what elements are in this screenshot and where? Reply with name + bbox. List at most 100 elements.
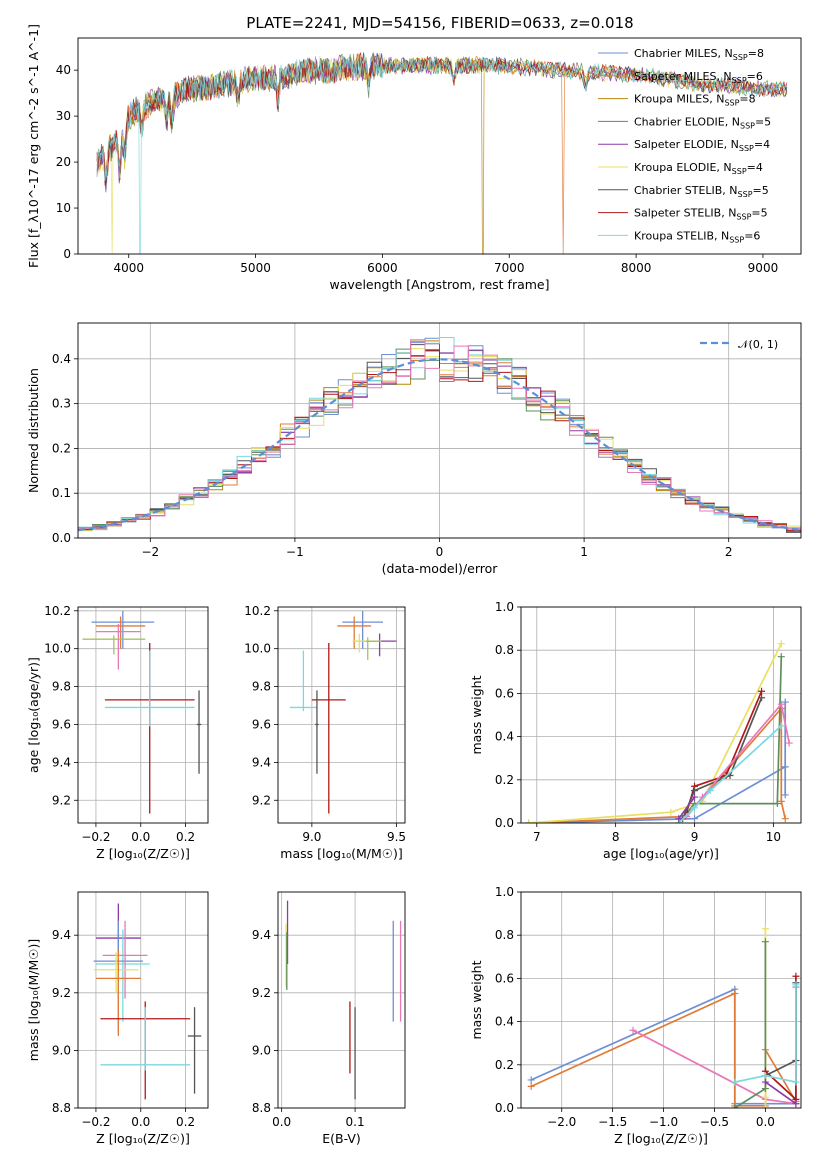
y-tick-label: 0.4 <box>495 730 514 744</box>
y-tick-label: 0.8 <box>495 643 514 657</box>
weight-marker <box>761 1093 769 1101</box>
y-tick-label: 0.2 <box>495 1058 514 1072</box>
y-tick-label: 0 <box>63 247 71 261</box>
x-tick-label: −1.0 <box>649 1115 678 1129</box>
legend-entry: Chabrier MILES, NSSP=8 <box>634 47 764 62</box>
x-tick-label: 0.0 <box>131 830 150 844</box>
weight-marker <box>706 787 714 795</box>
residual-histogram-panel: −2 −1 0 1 2 0.0 0.1 0.2 0.3 0.4 (data-model)/error… <box>26 322 802 576</box>
mass-weight-vs-age-panel: 7 8 9 10 0.0 0.2 0.4 0.6 0.8 1.0 age [log₁₀(age/yr… <box>469 600 802 861</box>
legend-entry: Kroupa ELODIE, NSSP=4 <box>634 161 763 176</box>
age-vs-mass-panel: 9.0 9.5 9.2 9.4 9.6 9.8 10.0 10.2 mass [log₁₀(M/… <box>244 604 406 861</box>
mass-vs-metallicity-panel: −0.2 0.0 0.2 8.8 9.0 9.2 9.4 Z [log₁₀(Z/Z☉)] mas… <box>26 891 209 1146</box>
y-tick-label: 0.2 <box>495 773 514 787</box>
y-axis-label: Flux [f_λ10^-17 erg cm^-2 s^-1 A^-1] <box>26 24 41 268</box>
y-tick-label: 40 <box>56 63 71 77</box>
weight-line <box>734 984 797 1084</box>
y-tick-label: 10 <box>56 201 71 215</box>
x-tick-label: −0.2 <box>81 830 110 844</box>
y-tick-label: 0.8 <box>495 928 514 942</box>
y-tick-label: 10.0 <box>244 642 271 656</box>
legend-entry: Salpeter ELODIE, NSSP=4 <box>634 138 770 153</box>
legend-entry: Kroupa MILES, NSSP=8 <box>634 93 756 108</box>
weight-marker <box>731 1104 739 1108</box>
x-tick-label: −0.5 <box>700 1115 729 1129</box>
y-tick-label: 9.6 <box>52 717 71 731</box>
weight-marker <box>629 1026 637 1034</box>
weight-marker <box>527 1082 535 1090</box>
weight-line <box>678 796 696 820</box>
weight-marker <box>761 1078 769 1086</box>
gaussian-curve <box>78 358 801 532</box>
weight-marker <box>781 763 789 771</box>
weight-marker <box>691 815 699 823</box>
y-tick-label: 0.1 <box>52 486 71 500</box>
legend-entry: Salpeter STELIB, NSSP=5 <box>634 207 768 222</box>
weight-marker <box>525 819 533 823</box>
y-tick-label: 10.2 <box>244 604 271 618</box>
axes-frame <box>277 606 406 824</box>
plot-area <box>289 610 397 814</box>
weight-marker <box>691 787 699 795</box>
legend-entry: Kroupa STELIB, NSSP=6 <box>634 229 760 244</box>
y-tick-label: 9.4 <box>52 928 71 942</box>
plot-area <box>93 903 202 1100</box>
weight-line <box>685 690 763 813</box>
y-tick-label: 9.2 <box>252 793 271 807</box>
weight-marker <box>785 739 793 747</box>
weight-line <box>678 725 782 823</box>
y-tick-label: 0.6 <box>495 971 514 985</box>
age-vs-metallicity-panel: −0.2 0.0 0.2 9.2 9.4 9.6 9.8 10.0 10.2 Z [log₁₀(Z… <box>26 604 209 861</box>
y-tick-label: 9.8 <box>52 680 71 694</box>
axes-frame <box>77 606 209 824</box>
y-tick-label: 20 <box>56 155 71 169</box>
legend-entry: Chabrier STELIB, NSSP=5 <box>634 184 769 199</box>
y-tick-label: 9.2 <box>252 986 271 1000</box>
weight-marker <box>781 698 789 706</box>
mass-vs-ebv-panel: 0.0 0.1 8.8 9.0 9.2 9.4 E(B-V) <box>252 891 406 1146</box>
plot-area <box>285 900 402 1100</box>
x-axis-label: Z [log₁₀(Z/Z☉)] <box>96 846 190 861</box>
y-tick-label: 0.2 <box>52 441 71 455</box>
x-tick-label: 0.0 <box>272 1115 291 1129</box>
y-axis-label: mass weight <box>469 675 484 754</box>
weight-marker <box>691 793 699 801</box>
plot-area <box>525 640 793 823</box>
x-tick-label: 2 <box>725 545 733 559</box>
y-tick-label: 0.6 <box>495 686 514 700</box>
weight-marker <box>777 640 785 648</box>
x-tick-label: 0.2 <box>176 830 195 844</box>
weight-marker <box>761 1072 769 1080</box>
y-tick-label: 10.2 <box>44 604 71 618</box>
y-tick-label: 0.0 <box>52 531 71 545</box>
x-tick-label: 7 <box>533 830 541 844</box>
weight-marker <box>731 990 739 998</box>
y-axis-label: mass weight <box>469 960 484 1039</box>
axes-frame <box>277 891 406 1109</box>
mass-weight-vs-metallicity-panel: −2.0 −1.5 −1.0 −0.5 0.0 0.0 0.2 0.4 0.6 0.8 1.0 Z [… <box>469 885 802 1146</box>
y-tick-label: 0.0 <box>495 816 514 830</box>
plot-area <box>527 925 800 1108</box>
y-tick-label: 0.4 <box>52 352 71 366</box>
x-axis-label: age [log₁₀(age/yr)] <box>603 846 719 861</box>
y-tick-label: 0.3 <box>52 397 71 411</box>
weight-marker <box>731 1078 739 1086</box>
weight-marker <box>527 1076 535 1084</box>
y-tick-label: 9.2 <box>52 793 71 807</box>
plot-area <box>82 610 202 814</box>
weight-marker <box>777 700 785 708</box>
weight-line <box>765 982 797 1077</box>
y-tick-label: 9.8 <box>252 680 271 694</box>
legend-entry: Salpeter MILES, NSSP=6 <box>634 70 763 85</box>
x-tick-label: −2.0 <box>547 1115 576 1129</box>
weight-marker <box>667 808 675 816</box>
legend: Chabrier MILES, NSSP=8 Salpeter MILES, NS… <box>598 47 771 244</box>
weight-marker <box>758 694 766 702</box>
x-axis-label: E(B-V) <box>322 1131 361 1146</box>
y-tick-label: 8.8 <box>52 1101 71 1115</box>
y-tick-label: 0.4 <box>495 1015 514 1029</box>
axes-frame <box>520 606 802 824</box>
plot-area <box>78 337 801 538</box>
weight-line <box>528 702 787 823</box>
x-tick-label: 9 <box>691 830 699 844</box>
